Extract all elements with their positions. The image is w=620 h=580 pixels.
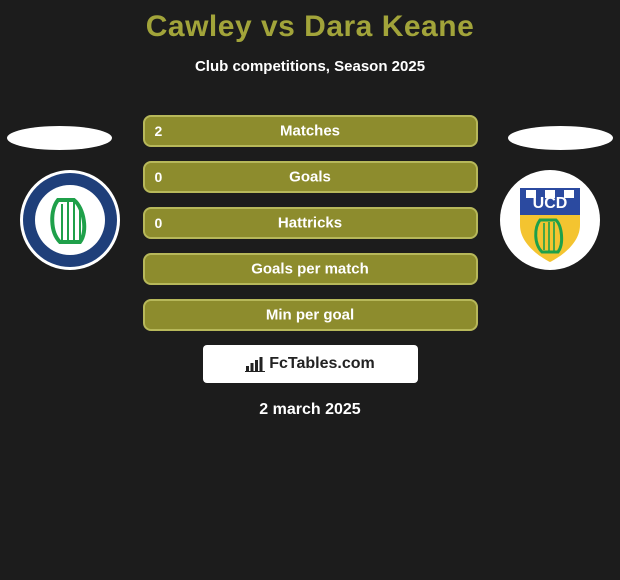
stat-label: Hattricks bbox=[278, 215, 342, 232]
page-subtitle: Club competitions, Season 2025 bbox=[0, 58, 620, 75]
comparison-card: Cawley vs Dara Keane Club competitions, … bbox=[0, 0, 620, 580]
stat-label: Goals per match bbox=[251, 261, 369, 278]
stat-label: Matches bbox=[280, 123, 340, 140]
page-title: Cawley vs Dara Keane bbox=[0, 0, 620, 44]
flag-left bbox=[7, 126, 112, 150]
club-crest-right: UCD bbox=[500, 170, 600, 270]
brand-box: FcTables.com bbox=[203, 345, 418, 383]
stat-row: 0 Goals bbox=[143, 161, 478, 193]
stat-row: Goals per match bbox=[143, 253, 478, 285]
bar-chart-icon bbox=[245, 356, 265, 372]
brand-text: FcTables.com bbox=[269, 355, 375, 373]
stat-label: Goals bbox=[289, 169, 331, 186]
ucd-icon: UCD bbox=[500, 170, 600, 270]
stat-value-left: 0 bbox=[155, 215, 163, 231]
stat-value-left: 2 bbox=[155, 123, 163, 139]
stat-row: 0 Hattricks bbox=[143, 207, 478, 239]
flag-right bbox=[508, 126, 613, 150]
stat-label: Min per goal bbox=[266, 307, 354, 324]
stat-row: Min per goal bbox=[143, 299, 478, 331]
club-crest-left bbox=[20, 170, 120, 270]
finn-harps-icon bbox=[20, 170, 120, 270]
stat-row: 2 Matches bbox=[143, 115, 478, 147]
stats-bars: 2 Matches 0 Goals 0 Hattricks Goals per match M… bbox=[143, 115, 478, 331]
footer-date: 2 march 2025 bbox=[0, 401, 620, 419]
stat-value-left: 0 bbox=[155, 169, 163, 185]
